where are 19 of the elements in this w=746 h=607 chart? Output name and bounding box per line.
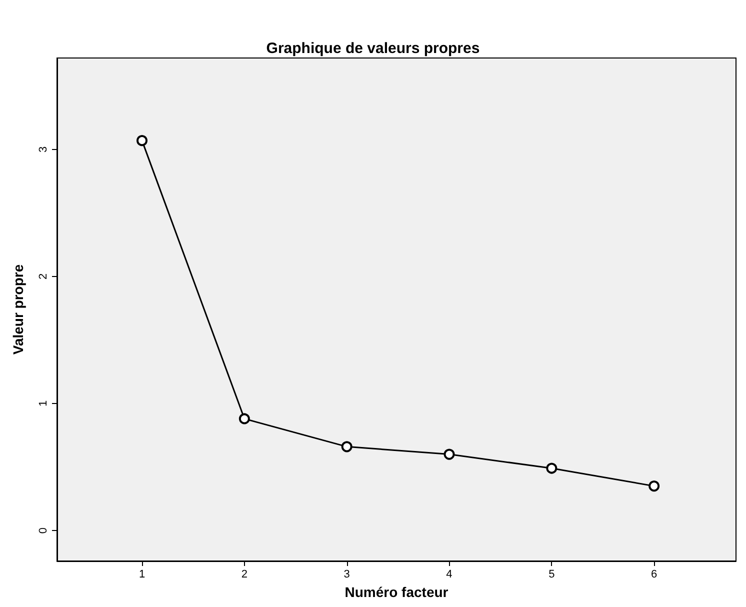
y-tick-label: 1	[38, 400, 50, 407]
point	[136, 135, 148, 146]
x-tick-label: 1	[138, 568, 146, 580]
chart-title: Graphique de valeurs propres	[266, 40, 480, 57]
x-tick-label: 6	[651, 568, 658, 580]
y-axis-title: Valeur propre	[10, 264, 26, 355]
point	[341, 441, 352, 452]
x-tick-label: 5	[548, 568, 555, 580]
y-tick-label: 0	[38, 527, 50, 534]
point	[648, 480, 660, 492]
y-tick-label: 2	[38, 273, 50, 280]
x-axis-title: Numéro facteur	[344, 584, 449, 600]
point	[444, 448, 455, 460]
point	[238, 413, 250, 424]
y-tick-label: 3	[38, 146, 50, 153]
x-tick-label: 4	[446, 568, 452, 580]
x-tick-label: 3	[344, 568, 350, 580]
x-tick-label: 2	[241, 568, 248, 580]
point	[546, 462, 558, 474]
